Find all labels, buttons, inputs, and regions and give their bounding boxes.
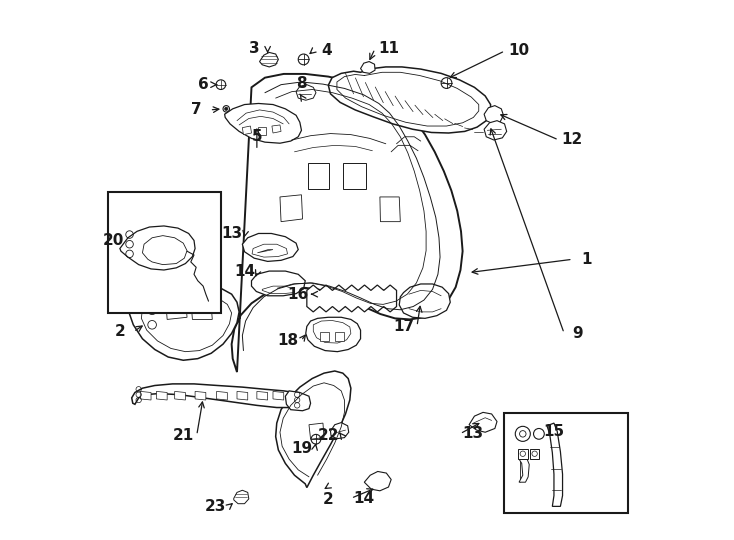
Polygon shape: [140, 392, 151, 400]
Polygon shape: [364, 471, 391, 491]
Polygon shape: [175, 392, 186, 400]
Polygon shape: [484, 106, 504, 124]
Polygon shape: [286, 391, 310, 411]
Polygon shape: [296, 85, 316, 100]
Polygon shape: [469, 413, 497, 432]
Text: 3: 3: [249, 41, 260, 56]
Text: 1: 1: [581, 252, 592, 267]
Polygon shape: [519, 459, 529, 482]
Text: 17: 17: [393, 319, 414, 334]
Polygon shape: [192, 306, 212, 320]
Polygon shape: [166, 303, 187, 320]
Polygon shape: [380, 197, 400, 221]
Text: 14: 14: [354, 491, 375, 506]
Polygon shape: [262, 286, 294, 294]
Polygon shape: [335, 332, 344, 341]
Text: 13: 13: [463, 427, 484, 441]
Text: 9: 9: [573, 326, 583, 341]
Text: 19: 19: [291, 441, 312, 456]
Bar: [518, 449, 528, 458]
Polygon shape: [233, 490, 249, 504]
Polygon shape: [308, 163, 330, 190]
Polygon shape: [195, 392, 206, 400]
Polygon shape: [272, 125, 281, 133]
Text: 13: 13: [221, 226, 242, 241]
Polygon shape: [313, 321, 351, 343]
Text: 2: 2: [323, 492, 334, 508]
Polygon shape: [252, 244, 288, 257]
Polygon shape: [156, 392, 167, 400]
Polygon shape: [252, 271, 305, 296]
Polygon shape: [142, 235, 187, 265]
Text: 2: 2: [115, 325, 126, 339]
Polygon shape: [399, 284, 450, 319]
Polygon shape: [307, 285, 396, 312]
Polygon shape: [258, 249, 273, 253]
Text: 15: 15: [543, 424, 564, 438]
Polygon shape: [131, 384, 302, 408]
Text: 21: 21: [172, 428, 194, 443]
Polygon shape: [258, 127, 266, 134]
Text: 5: 5: [252, 129, 262, 144]
Text: 11: 11: [378, 41, 399, 56]
Polygon shape: [320, 332, 330, 341]
Text: 12: 12: [562, 132, 583, 147]
Polygon shape: [273, 392, 284, 400]
Bar: [530, 449, 539, 458]
Polygon shape: [257, 392, 268, 400]
Polygon shape: [276, 371, 351, 488]
Polygon shape: [237, 392, 248, 400]
Text: 7: 7: [191, 103, 201, 117]
Text: 23: 23: [205, 499, 226, 514]
Text: 16: 16: [288, 287, 309, 302]
Polygon shape: [232, 74, 462, 372]
Text: 4: 4: [321, 43, 332, 58]
Polygon shape: [120, 226, 195, 270]
Polygon shape: [330, 423, 349, 438]
Bar: [504, 414, 628, 513]
Polygon shape: [242, 233, 298, 261]
Bar: [108, 192, 221, 313]
Text: 8: 8: [296, 76, 307, 91]
Text: 14: 14: [234, 264, 255, 279]
Polygon shape: [306, 318, 360, 352]
Circle shape: [225, 107, 228, 111]
Polygon shape: [360, 62, 375, 73]
Polygon shape: [129, 285, 239, 360]
Polygon shape: [242, 126, 252, 134]
Polygon shape: [328, 67, 490, 133]
Polygon shape: [260, 52, 278, 67]
Text: 18: 18: [277, 333, 298, 348]
Text: 6: 6: [197, 77, 208, 92]
Polygon shape: [225, 104, 302, 143]
Polygon shape: [217, 392, 228, 400]
Text: 22: 22: [318, 428, 339, 443]
Text: 20: 20: [103, 233, 124, 248]
Polygon shape: [309, 423, 324, 439]
Text: 10: 10: [508, 43, 529, 58]
Polygon shape: [343, 163, 366, 190]
Polygon shape: [280, 195, 302, 221]
Polygon shape: [484, 120, 506, 140]
Polygon shape: [547, 423, 562, 507]
